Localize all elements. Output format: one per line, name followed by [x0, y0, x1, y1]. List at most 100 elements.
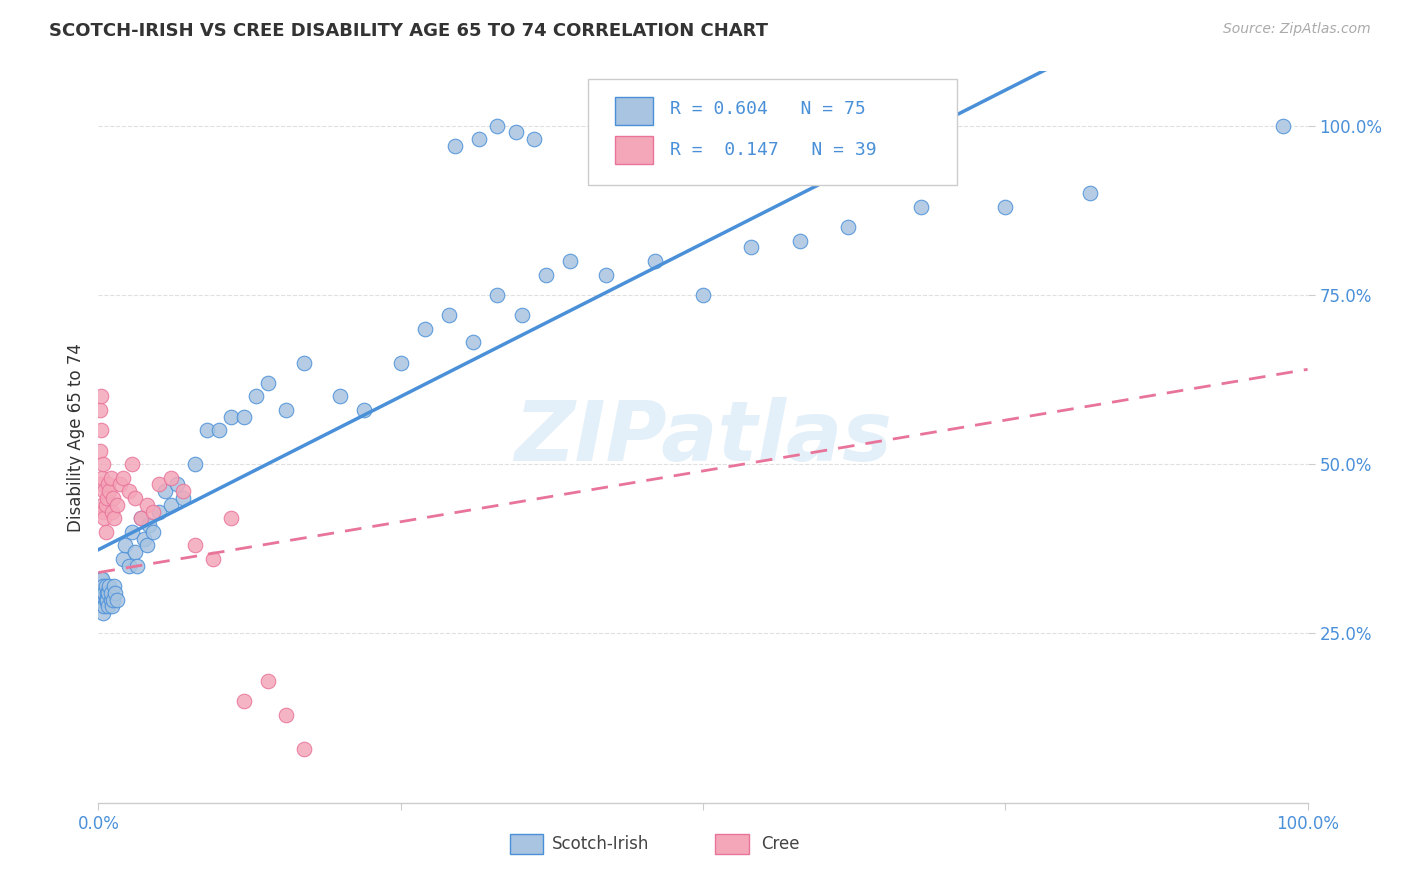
Point — [91, 579, 114, 593]
Y-axis label: Disability Age 65 to 74: Disability Age 65 to 74 — [66, 343, 84, 532]
Point — [103, 579, 125, 593]
Point — [789, 234, 811, 248]
Point — [523, 132, 546, 146]
Point — [91, 498, 114, 512]
Point — [505, 125, 527, 139]
Point — [142, 505, 165, 519]
Point — [90, 477, 112, 491]
Point — [468, 132, 491, 146]
Point — [444, 139, 467, 153]
Point — [96, 586, 118, 600]
Point — [97, 477, 120, 491]
Point — [160, 471, 183, 485]
Point — [534, 268, 557, 282]
Point — [329, 389, 352, 403]
Point — [910, 200, 932, 214]
Point — [437, 308, 460, 322]
Point — [124, 491, 146, 505]
Text: R =  0.147   N = 39: R = 0.147 N = 39 — [671, 141, 877, 159]
Point — [184, 538, 207, 552]
Point — [142, 524, 165, 539]
Point — [118, 484, 141, 499]
Point — [510, 308, 533, 322]
Point — [90, 572, 112, 586]
Point — [93, 592, 115, 607]
Point — [108, 477, 131, 491]
Point — [96, 491, 118, 505]
Point — [135, 538, 157, 552]
Point — [274, 707, 297, 722]
Point — [114, 538, 136, 552]
Point — [91, 471, 114, 485]
Point — [94, 524, 117, 539]
Point — [740, 240, 762, 254]
Point — [221, 511, 243, 525]
Point — [195, 423, 218, 437]
Point — [101, 491, 124, 505]
Point — [256, 673, 278, 688]
Point — [100, 505, 122, 519]
Point — [91, 457, 114, 471]
Point — [486, 288, 509, 302]
Point — [94, 579, 117, 593]
Point — [172, 484, 194, 499]
Point — [134, 532, 156, 546]
Point — [353, 403, 375, 417]
Point — [274, 403, 297, 417]
Point — [153, 484, 176, 499]
Point — [89, 403, 111, 417]
Point — [90, 389, 112, 403]
Point — [129, 511, 152, 525]
Point — [111, 552, 134, 566]
FancyBboxPatch shape — [588, 78, 957, 185]
Point — [94, 498, 117, 512]
Point — [129, 511, 152, 525]
Point — [148, 477, 170, 491]
Point — [100, 599, 122, 614]
Point — [90, 423, 112, 437]
Point — [208, 423, 231, 437]
Point — [97, 586, 120, 600]
Point — [486, 119, 509, 133]
Point — [837, 220, 859, 235]
Point — [89, 579, 111, 593]
Point — [91, 599, 114, 614]
Point — [93, 599, 115, 614]
Point — [103, 511, 125, 525]
Point — [994, 200, 1017, 214]
Point — [232, 409, 254, 424]
Text: R = 0.604   N = 75: R = 0.604 N = 75 — [671, 101, 866, 119]
Point — [202, 552, 225, 566]
Point — [127, 558, 149, 573]
Point — [111, 471, 134, 485]
Point — [97, 599, 120, 614]
Text: Cree: Cree — [761, 835, 800, 853]
Point — [644, 254, 666, 268]
Point — [93, 511, 115, 525]
Point — [96, 592, 118, 607]
Point — [245, 389, 267, 403]
Point — [101, 592, 124, 607]
Point — [104, 586, 127, 600]
Point — [413, 322, 436, 336]
Point — [124, 545, 146, 559]
Bar — [509, 833, 543, 854]
Point — [389, 355, 412, 369]
Point — [105, 592, 128, 607]
Point — [166, 477, 188, 491]
Point — [595, 268, 617, 282]
Point — [98, 484, 121, 499]
Point — [692, 288, 714, 302]
Point — [138, 518, 160, 533]
Point — [558, 254, 581, 268]
Point — [121, 457, 143, 471]
Text: ZIPatlas: ZIPatlas — [515, 397, 891, 477]
Point — [91, 572, 114, 586]
Point — [221, 409, 243, 424]
Point — [89, 443, 111, 458]
Point — [1272, 119, 1295, 133]
Point — [98, 579, 121, 593]
Point — [256, 376, 278, 390]
Bar — [614, 97, 654, 125]
Point — [463, 335, 485, 350]
